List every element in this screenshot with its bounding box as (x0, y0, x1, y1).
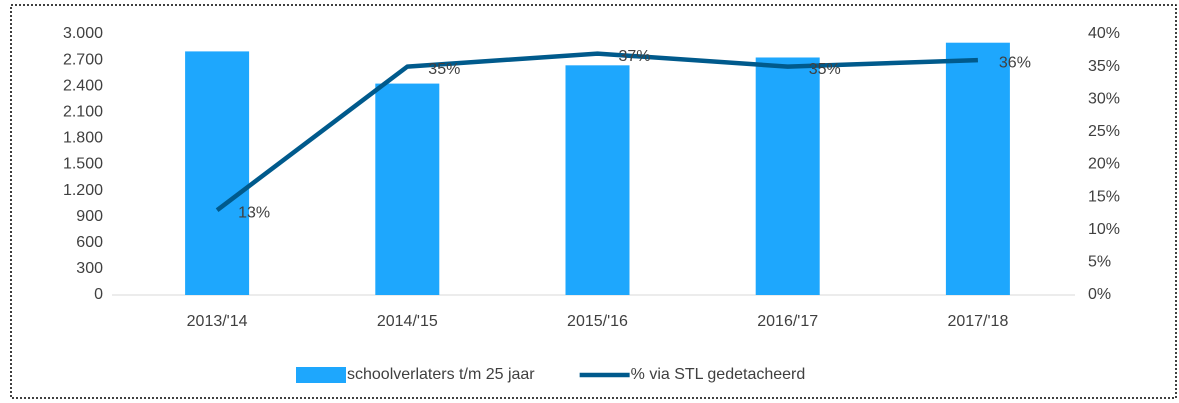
chart-border (10, 4, 1177, 399)
bar (755, 57, 820, 295)
x-tick-label: 2015/'16 (567, 313, 628, 330)
bar (185, 51, 250, 296)
x-tick-label: 2013/'14 (187, 313, 248, 330)
bar (565, 65, 630, 295)
y-tick-label: 2.100 (63, 104, 103, 121)
data-label: 35% (428, 61, 460, 78)
x-tick-label: 2017/'18 (947, 313, 1008, 330)
y-tick-label: 1.500 (63, 156, 103, 173)
data-label: 13% (238, 204, 270, 221)
y2-tick-label: 25% (1088, 123, 1120, 140)
legend-label: % via STL gedetacheerd (631, 366, 806, 383)
y2-tick-label: 10% (1088, 221, 1120, 238)
y2-tick-label: 15% (1088, 188, 1120, 205)
y-tick-label: 0 (94, 286, 103, 303)
y2-tick-label: 0% (1088, 286, 1111, 303)
legend-label: schoolverlaters t/m 25 jaar (347, 366, 535, 383)
y-tick-label: 3.000 (63, 25, 103, 42)
data-label: 35% (809, 61, 841, 78)
legend-swatch (296, 367, 346, 383)
y-tick-label: 900 (76, 208, 103, 225)
y2-tick-label: 35% (1088, 58, 1120, 75)
y2-tick-label: 5% (1088, 254, 1111, 271)
y-tick-label: 2.700 (63, 51, 103, 68)
y-tick-label: 1.800 (63, 130, 103, 147)
bar (945, 42, 1010, 296)
x-tick-label: 2014/'15 (377, 313, 438, 330)
x-tick-label: 2016/'17 (757, 313, 818, 330)
y-tick-label: 1.200 (63, 182, 103, 199)
y-tick-label: 2.400 (63, 77, 103, 94)
data-label: 36% (999, 54, 1031, 71)
data-label: 37% (619, 48, 651, 65)
line (215, 51, 978, 212)
y-tick-label: 600 (76, 234, 103, 251)
y2-tick-label: 20% (1088, 156, 1120, 173)
y-tick-label: 300 (76, 260, 103, 277)
bar (375, 83, 440, 295)
y2-tick-label: 40% (1088, 25, 1120, 42)
y2-tick-label: 30% (1088, 90, 1120, 107)
